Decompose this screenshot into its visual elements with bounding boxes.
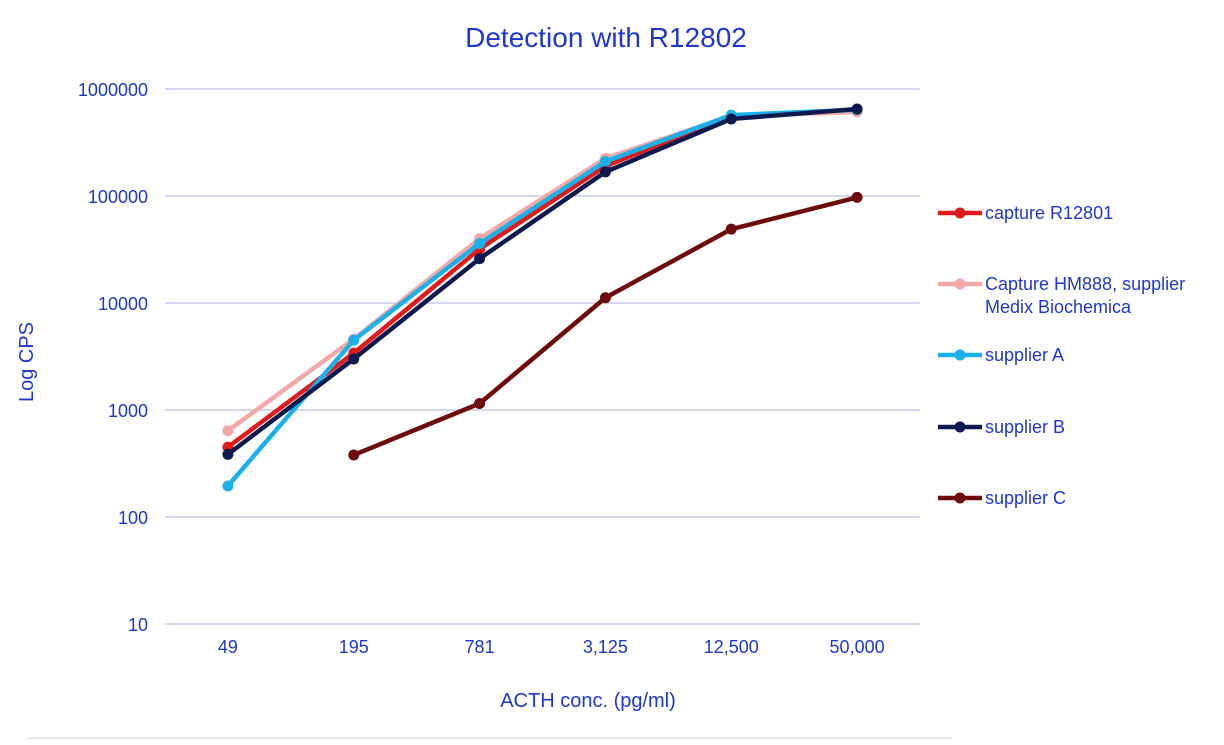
- y-tick-label: 1000: [108, 401, 148, 421]
- data-point: [599, 166, 611, 178]
- data-point: [474, 237, 486, 249]
- x-tick-label: 12,500: [704, 637, 759, 657]
- x-tick-label: 3,125: [583, 637, 628, 657]
- grid-layer: [165, 88, 920, 625]
- x-axis-label: ACTH conc. (pg/ml): [500, 690, 676, 712]
- data-point: [474, 253, 486, 265]
- data-point: [725, 113, 737, 125]
- y-tick-label: 100000: [88, 187, 148, 207]
- data-point: [851, 103, 863, 115]
- x-tick-label: 195: [339, 637, 369, 657]
- legend-label-line: supplier B: [985, 417, 1065, 437]
- data-point: [599, 156, 611, 168]
- y-tick-label: 100: [118, 508, 148, 528]
- legend-item: capture R12801: [938, 203, 1113, 223]
- y-tick-label: 10: [128, 615, 148, 635]
- series-1: [222, 104, 863, 453]
- legend-swatch-marker: [954, 207, 966, 219]
- data-point: [348, 449, 360, 461]
- legend-item: supplier B: [938, 417, 1065, 437]
- data-point: [348, 353, 360, 365]
- data-point: [474, 398, 486, 410]
- x-tick-label: 50,000: [830, 637, 885, 657]
- legend-label-line: capture R12801: [985, 203, 1113, 223]
- y-axis-label: Log CPS: [16, 322, 38, 402]
- data-point: [222, 480, 234, 492]
- legend-label: supplier C: [985, 488, 1066, 508]
- series-layer: [222, 103, 863, 492]
- y-tick-labels: 10 100 1000 10000 100000 1000000: [78, 80, 148, 635]
- data-point: [348, 334, 360, 346]
- legend-label: capture R12801: [985, 203, 1113, 223]
- legend-label-line: Capture HM888, supplier: [985, 274, 1185, 294]
- data-point: [222, 448, 234, 460]
- series-line: [351, 195, 860, 458]
- series-line: [225, 107, 860, 489]
- legend-item: supplier C: [938, 488, 1066, 508]
- data-point: [599, 292, 611, 304]
- legend-label-line: Medix Biochemica: [985, 297, 1132, 317]
- legend-swatch-marker: [954, 349, 966, 361]
- data-point: [851, 191, 863, 203]
- series-4: [222, 103, 863, 460]
- legend-swatch-marker: [954, 421, 966, 433]
- x-tick-label: 49: [218, 637, 238, 657]
- legend-swatch-marker: [954, 278, 966, 290]
- series-5: [348, 191, 863, 461]
- legend-item: supplier A: [938, 345, 1064, 365]
- chart-title: Detection with R12802: [465, 22, 747, 53]
- legend-label: supplier A: [985, 345, 1064, 365]
- legend-label-line: supplier A: [985, 345, 1064, 365]
- legend-item: Capture HM888, supplier Medix Biochemica: [938, 274, 1185, 317]
- series-3: [222, 104, 863, 492]
- data-point: [725, 223, 737, 235]
- x-tick-labels: 49 195 781 3,125 12,500 50,000: [218, 637, 885, 657]
- legend-label-line: supplier C: [985, 488, 1066, 508]
- series-line: [225, 106, 860, 457]
- y-tick-label: 10000: [98, 294, 148, 314]
- legend-swatch-marker: [954, 492, 966, 504]
- legend-label: supplier B: [985, 417, 1065, 437]
- series-line: [225, 107, 860, 450]
- legend-label: Capture HM888, supplier Medix Biochemica: [985, 274, 1185, 317]
- x-tick-label: 781: [465, 637, 495, 657]
- legend: capture R12801 Capture HM888, supplier Med…: [938, 203, 1185, 508]
- data-point: [222, 425, 234, 437]
- y-tick-label: 1000000: [78, 80, 148, 100]
